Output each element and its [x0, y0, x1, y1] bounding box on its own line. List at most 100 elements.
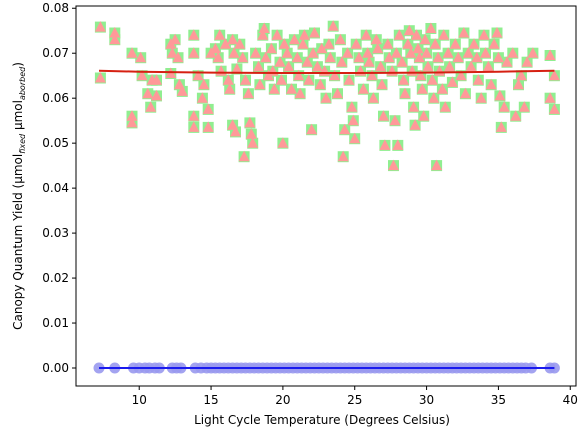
x-tick-label: 30	[419, 393, 434, 407]
triangle-point	[301, 56, 313, 67]
triangle-point	[415, 69, 427, 81]
triangle-point	[293, 69, 305, 81]
triangle-point	[224, 83, 236, 94]
triangle-point	[271, 29, 283, 40]
fit-lines	[98, 69, 555, 369]
triangle-point	[393, 29, 405, 40]
y-tick-label: 0.02	[42, 271, 69, 285]
y-axis-ticks: 0.00 0.01 0.02 0.03 0.04 0.05 0.06 0.07 0.08	[42, 1, 76, 375]
triangle-point	[370, 33, 382, 45]
triangle-point	[425, 22, 437, 33]
x-axis-ticks: 10 15 20 25 30 35 40	[132, 386, 578, 407]
triangle-point	[303, 74, 315, 85]
triangle-point	[375, 60, 387, 72]
x-tick-label: 35	[491, 393, 506, 407]
triangle-point	[169, 33, 181, 45]
x-tick-label: 25	[347, 393, 362, 407]
triangle-point	[198, 78, 210, 90]
triangle-point	[419, 33, 431, 45]
triangle-point	[339, 123, 351, 135]
triangle-point	[398, 74, 410, 85]
triangle-point	[311, 60, 323, 72]
y-tick-label: 0.07	[42, 46, 69, 60]
triangle-point	[383, 51, 395, 63]
triangle-point	[214, 29, 226, 40]
y-tick-label: 0.01	[42, 316, 69, 330]
triangle-point	[515, 69, 527, 81]
triangle-point	[372, 42, 384, 54]
triangle-point	[231, 63, 243, 74]
triangle-point	[491, 27, 503, 38]
triangle-point	[320, 92, 332, 103]
triangle-point	[411, 29, 422, 40]
triangle-point	[488, 38, 500, 49]
triangle-point	[408, 101, 420, 112]
triangle-point	[510, 110, 522, 121]
triangle-point	[151, 74, 162, 85]
triangle-point	[166, 47, 178, 58]
triangle-point	[329, 69, 341, 81]
triangle-point	[257, 29, 269, 40]
triangle-point	[332, 87, 343, 99]
triangle-point	[94, 72, 106, 83]
triangle-point	[426, 74, 438, 85]
y-tick-label: 0.00	[42, 361, 69, 375]
triangle-point	[521, 56, 533, 67]
red-fit-line	[98, 69, 555, 74]
triangle-point	[399, 87, 411, 99]
triangle-point	[136, 69, 148, 81]
triangle-point	[501, 56, 513, 67]
triangle-point	[188, 121, 200, 132]
triangle-point	[228, 47, 240, 58]
triangle-point	[444, 60, 456, 72]
triangle-point	[459, 87, 471, 99]
y-tick-label: 0.06	[42, 91, 69, 105]
triangle-point	[544, 49, 556, 60]
y-axis-label: Canopy Quantum Yield (μmolfixed μmolabor…	[11, 62, 27, 330]
triangle-point	[390, 47, 402, 58]
triangle-point	[507, 47, 519, 58]
triangle-point	[276, 74, 287, 85]
triangle-point	[240, 74, 251, 85]
triangle-point	[268, 83, 280, 94]
triangle-point	[379, 139, 391, 150]
triangle-point	[237, 51, 249, 63]
triangle-point	[429, 38, 441, 49]
triangle-point	[323, 38, 335, 49]
triangle-point	[472, 74, 484, 85]
triangle-point	[498, 101, 510, 112]
triangle-point	[458, 27, 470, 38]
triangle-point	[281, 47, 293, 58]
triangle-point	[367, 92, 379, 103]
triangle-point	[378, 110, 389, 121]
triangle-point	[238, 150, 250, 162]
triangle-point	[495, 121, 507, 132]
triangle-point	[478, 29, 490, 40]
triangle-point	[428, 92, 440, 103]
triangle-point	[471, 51, 483, 63]
triangle-point	[544, 92, 556, 103]
triangle-point	[291, 51, 303, 63]
triangle-point	[376, 78, 388, 90]
triangle-point	[480, 47, 491, 58]
triangle-point	[452, 51, 464, 63]
triangle-point	[416, 83, 428, 94]
triangle-point	[244, 116, 256, 128]
triangle-point	[145, 101, 157, 112]
triangle-point	[412, 42, 424, 54]
triangle-point	[188, 110, 200, 121]
triangle-point	[219, 38, 231, 49]
triangle-point	[548, 103, 560, 114]
triangle-point	[482, 60, 494, 72]
triangle-point	[265, 42, 277, 54]
triangle-point	[126, 47, 138, 58]
triangle-point	[135, 51, 147, 63]
triangle-point	[462, 47, 474, 58]
triangle-point	[212, 51, 224, 63]
triangle-point	[278, 38, 290, 49]
triangle-point	[432, 51, 444, 63]
triangle-point	[230, 125, 241, 137]
triangle-point	[494, 89, 506, 101]
triangle-point	[421, 47, 433, 58]
